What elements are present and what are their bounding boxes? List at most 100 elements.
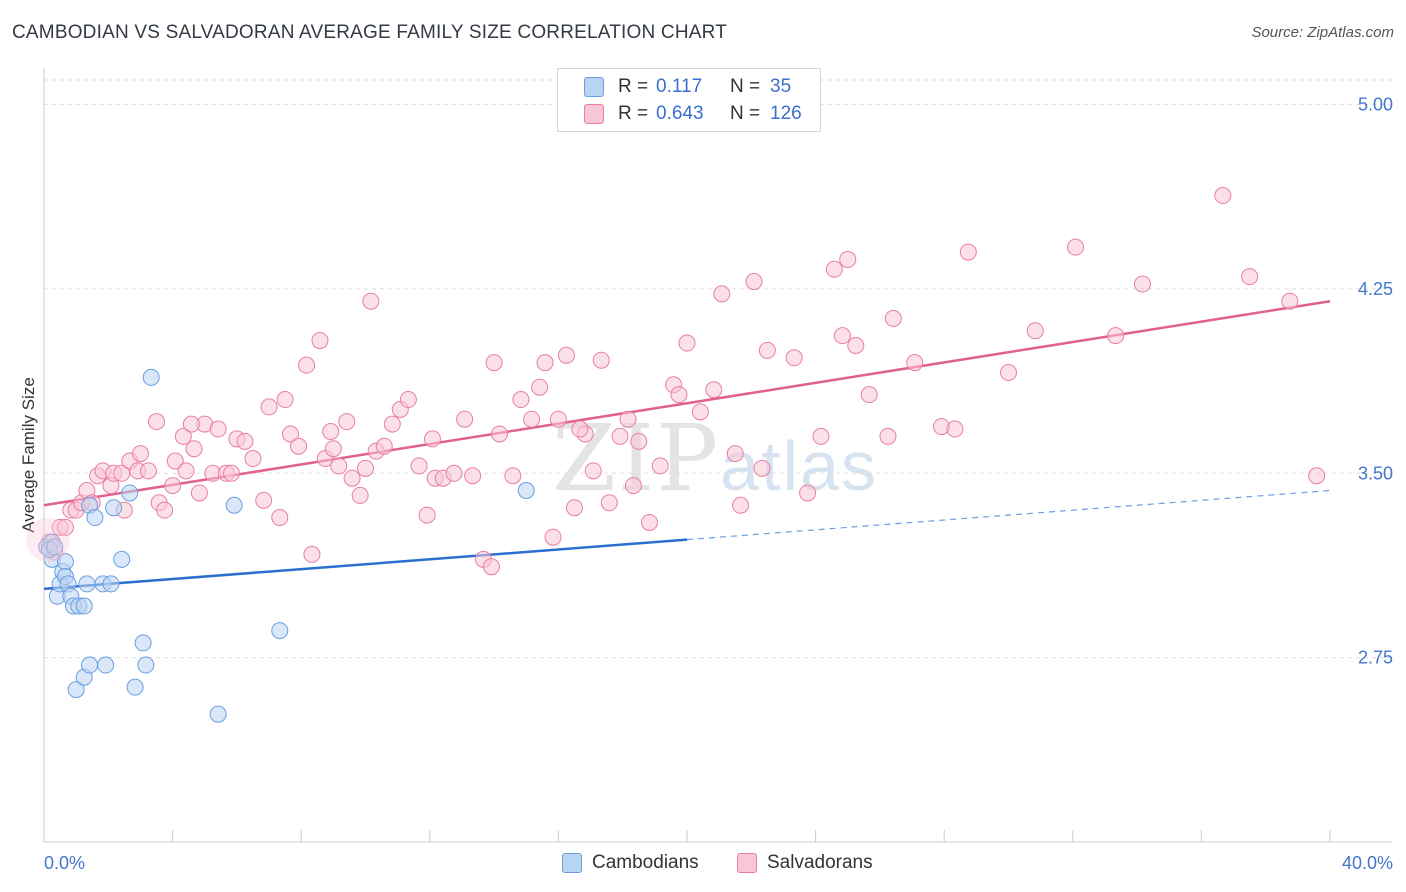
- point-salvadoran: [799, 484, 817, 502]
- point-cambodian: [86, 509, 104, 527]
- legend-row-cambodians: R = 0.117 N = 35: [584, 75, 791, 99]
- point-salvadoran: [1026, 322, 1044, 340]
- point-salvadoran: [531, 378, 549, 396]
- point-cambodian: [517, 481, 535, 499]
- point-cambodian: [67, 681, 85, 699]
- point-cambodian: [75, 597, 93, 615]
- point-salvadoran: [624, 477, 642, 495]
- point-salvadoran: [357, 459, 374, 477]
- point-salvadoran: [536, 354, 554, 372]
- series-swatch-salvadorans: [737, 853, 757, 873]
- series-label-cambodians: Cambodians: [592, 852, 699, 873]
- legend-swatch-cambodians: [584, 77, 604, 97]
- point-cambodian: [121, 484, 139, 502]
- point-salvadoran: [549, 410, 567, 428]
- legend-r-label: R =: [618, 76, 649, 97]
- point-salvadoran: [464, 467, 482, 485]
- point-salvadoran: [713, 285, 731, 303]
- point-salvadoran: [565, 499, 583, 517]
- point-salvadoran: [946, 420, 964, 438]
- point-cambodian: [102, 575, 120, 593]
- point-salvadoran: [182, 415, 200, 433]
- point-salvadoran: [490, 425, 508, 443]
- point-salvadoran: [185, 440, 203, 458]
- point-cambodian: [271, 622, 289, 640]
- axes: [43, 68, 1392, 843]
- point-salvadoran: [544, 528, 562, 546]
- point-salvadoran: [839, 250, 857, 268]
- point-salvadoran: [399, 391, 417, 409]
- point-salvadoran: [276, 391, 294, 409]
- legend-r-value: 0.643: [656, 103, 704, 124]
- point-salvadoran: [753, 459, 771, 477]
- point-salvadoran: [758, 341, 776, 359]
- point-cambodian: [225, 496, 243, 514]
- legend-r-label: R =: [618, 103, 649, 124]
- point-salvadoran: [691, 403, 709, 421]
- point-salvadoran: [485, 354, 503, 372]
- point-salvadoran: [410, 457, 428, 475]
- point-salvadoran: [482, 558, 500, 576]
- point-salvadoran: [423, 430, 441, 448]
- point-salvadoran: [884, 309, 902, 327]
- point-salvadoran: [860, 386, 878, 404]
- y-tick-label: 5.00: [1358, 95, 1393, 115]
- point-salvadoran: [298, 356, 316, 374]
- point-salvadoran: [148, 413, 166, 431]
- trend-line-cambodians: [43, 538, 688, 591]
- series-legend-salvadorans[interactable]: Salvadorans: [737, 852, 873, 874]
- point-salvadoran: [600, 494, 618, 512]
- point-salvadoran: [338, 413, 356, 431]
- point-salvadoran: [236, 432, 254, 450]
- point-salvadoran: [523, 410, 541, 428]
- point-cambodian: [113, 550, 131, 568]
- point-salvadoran: [177, 462, 195, 480]
- point-salvadoran: [445, 464, 463, 482]
- point-cambodian: [97, 656, 115, 674]
- point-salvadoran: [156, 501, 174, 519]
- x-tick-label: 40.0%: [1342, 853, 1393, 873]
- point-salvadoran: [833, 327, 851, 345]
- point-cambodian: [134, 634, 152, 652]
- point-salvadoran: [362, 292, 380, 310]
- series-legend: Cambodians Salvadorans: [0, 852, 1406, 876]
- point-salvadoran: [1308, 467, 1326, 485]
- x-tick-label: 0.0%: [44, 853, 85, 873]
- point-salvadoran: [1281, 292, 1299, 310]
- legend-n-label: N =: [730, 103, 761, 124]
- point-salvadoran: [906, 354, 924, 372]
- point-salvadoran: [418, 506, 436, 524]
- point-cambodian: [46, 538, 64, 556]
- y-tick-label: 4.25: [1358, 279, 1393, 299]
- point-salvadoran: [592, 351, 610, 369]
- point-salvadoran: [879, 427, 897, 445]
- point-salvadoran: [166, 452, 184, 470]
- point-salvadoran: [812, 427, 830, 445]
- point-salvadoran: [260, 398, 278, 416]
- point-cambodian: [142, 368, 160, 386]
- legend-n-value: 35: [770, 76, 792, 97]
- point-salvadoran: [290, 437, 308, 455]
- point-salvadoran: [311, 332, 329, 350]
- point-salvadoran: [56, 518, 74, 536]
- legend-swatch-salvadorans: [584, 104, 604, 124]
- point-salvadoran: [584, 462, 602, 480]
- point-salvadoran: [375, 437, 393, 455]
- series-legend-cambodians[interactable]: Cambodians: [562, 852, 699, 874]
- point-salvadoran: [351, 486, 369, 504]
- point-salvadoran: [504, 467, 522, 485]
- point-salvadoran: [190, 484, 208, 502]
- point-salvadoran: [732, 496, 750, 514]
- point-salvadoran: [959, 243, 977, 261]
- point-salvadoran: [131, 445, 149, 463]
- point-salvadoran: [1107, 327, 1125, 345]
- point-salvadoran: [745, 273, 763, 291]
- grid-lines: [44, 79, 1392, 659]
- point-cambodian: [78, 575, 96, 593]
- point-cambodian: [81, 656, 99, 674]
- point-salvadoran: [726, 445, 744, 463]
- point-salvadoran: [322, 423, 340, 441]
- point-cambodian: [126, 678, 144, 696]
- point-salvadoran: [640, 513, 658, 531]
